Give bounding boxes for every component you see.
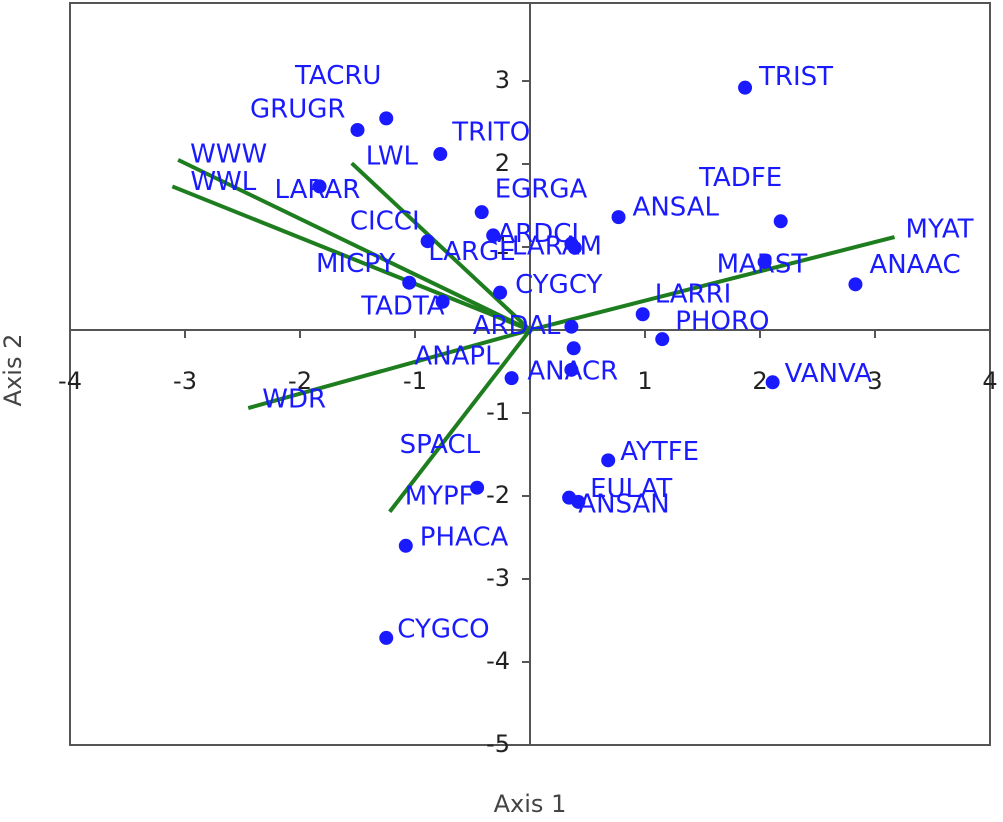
point-label: LARAR (275, 175, 361, 205)
point (765, 375, 780, 390)
point (474, 205, 489, 220)
loading-vector (388, 328, 532, 513)
point-label: EGRGA (495, 175, 588, 205)
y-tick-label: -2 (486, 481, 510, 509)
point (420, 234, 435, 249)
point-label: ARDCI (497, 219, 579, 249)
x-tick-label: -3 (173, 367, 197, 395)
x-axis-label: Axis 1 (494, 790, 567, 818)
point-label: LARAM (512, 231, 602, 261)
point (402, 275, 417, 290)
point (848, 277, 863, 292)
point (486, 228, 501, 243)
vector-label: MYPF (405, 481, 474, 511)
point (493, 285, 508, 300)
y-tick-label: 2 (495, 149, 510, 177)
point-label: TADFE (698, 163, 782, 193)
loading-vector (529, 235, 896, 332)
point-label: ANSAL (633, 193, 720, 223)
vector-label: WDR (262, 385, 326, 415)
point (398, 538, 413, 553)
point-label: LARGE (428, 237, 516, 267)
y-tick-label: -1 (486, 398, 510, 426)
point-label: CYGCO (397, 614, 489, 644)
point-label: TRITO (451, 118, 530, 148)
x-tick-label: 2 (752, 367, 767, 395)
point-label: ANSAN (578, 489, 669, 519)
y-tick-label: -5 (486, 730, 510, 758)
x-tick-label: -2 (288, 367, 312, 395)
point (504, 371, 519, 386)
point (566, 341, 581, 356)
point (738, 80, 753, 95)
vector-label: WWW (190, 139, 267, 169)
point (379, 111, 394, 126)
point-label: ANACR (527, 356, 618, 386)
y-axis-label: Axis 2 (0, 334, 27, 407)
point (564, 362, 579, 377)
vector-label: LWL (366, 142, 419, 172)
loading-vector (350, 161, 532, 332)
point (773, 214, 788, 229)
point (567, 240, 582, 255)
point (470, 480, 485, 495)
point-label: TADTA (360, 291, 445, 321)
point-label: CYGCY (515, 270, 602, 300)
x-tick-label: -4 (58, 367, 82, 395)
point-label: GRUGR (250, 94, 345, 124)
point-label: ARDAL (473, 311, 561, 341)
vector-label: MYAT (906, 215, 974, 245)
point (571, 494, 586, 509)
point (433, 147, 448, 162)
loading-vector (171, 184, 531, 332)
x-tick-label: -1 (403, 367, 427, 395)
x-tick-label: 4 (982, 367, 997, 395)
point (655, 332, 670, 347)
point-label: MARST (717, 249, 808, 279)
point (635, 307, 650, 322)
point (435, 294, 450, 309)
x-tick-label: 3 (867, 367, 882, 395)
point-label: CICCI (350, 207, 420, 237)
point-label: AYTFE (620, 437, 699, 467)
point-label: VANVA (785, 359, 872, 389)
point (350, 122, 365, 137)
point-label: ANAAC (869, 250, 960, 280)
point-label: PHORO (675, 307, 769, 337)
y-tick-label: 3 (495, 66, 510, 94)
y-tick-label: -3 (486, 564, 510, 592)
point-label: TRIST (758, 62, 833, 92)
vector-label: WWL (190, 167, 256, 197)
point (757, 254, 772, 269)
point-label: LARRI (655, 280, 732, 310)
point (611, 210, 626, 225)
point (601, 453, 616, 468)
point-label: EULAT (590, 474, 672, 504)
point-label: TACRU (294, 61, 381, 91)
x-tick-label: 1 (637, 367, 652, 395)
y-tick-label: -4 (486, 647, 510, 675)
point-label: ANAPL (414, 342, 500, 372)
point-label: SPACL (400, 430, 481, 460)
point (564, 319, 579, 334)
point (312, 179, 327, 194)
loading-vector (247, 328, 531, 410)
point-label: MICPY (316, 249, 395, 279)
loading-vector (177, 158, 531, 332)
point (379, 630, 394, 645)
point-label: PHACA (420, 522, 509, 552)
